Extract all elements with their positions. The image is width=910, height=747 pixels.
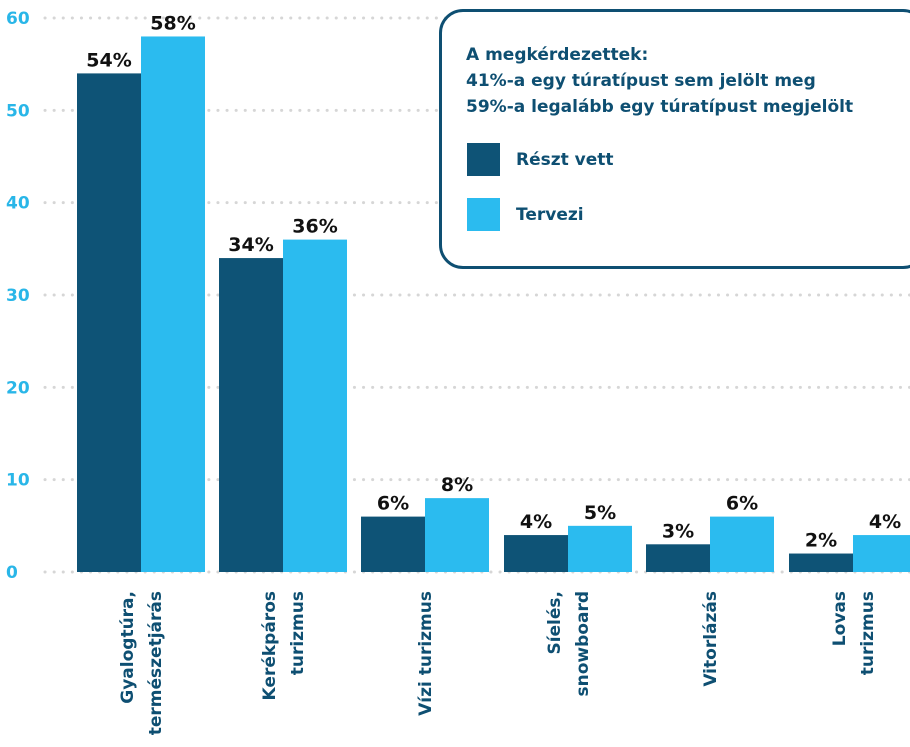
bar-reszt-vett — [789, 553, 853, 572]
bar-tervezi — [853, 535, 910, 572]
data-label: 36% — [292, 216, 337, 238]
data-label: 3% — [662, 520, 694, 542]
y-tick-label: 50 — [6, 101, 30, 121]
data-label: 58% — [150, 12, 195, 34]
data-label: 4% — [520, 511, 552, 533]
x-category-label: Kerékpáros — [260, 591, 280, 700]
y-tick-label: 0 — [6, 563, 18, 583]
bar-reszt-vett — [646, 544, 710, 572]
data-label: 8% — [441, 474, 473, 496]
legend-box — [439, 9, 910, 269]
bar-reszt-vett — [361, 516, 425, 572]
x-category-label: Síelés, — [545, 591, 565, 655]
x-category-label: Gyalogtúra, — [118, 591, 138, 704]
x-category-label: turizmus — [288, 591, 308, 675]
x-category-label: természetjárás — [146, 591, 166, 735]
y-tick-label: 20 — [6, 378, 30, 398]
legend-item-tervezi: Tervezi — [467, 198, 584, 231]
bar-tervezi — [425, 498, 489, 572]
data-label: 6% — [377, 493, 409, 515]
legend-title-line: 41%-a egy túratípust sem jelölt meg — [466, 71, 816, 91]
data-label: 5% — [584, 502, 616, 524]
legend-label-reszt-vett: Részt vett — [516, 149, 614, 170]
data-label: 34% — [228, 234, 273, 256]
x-category-label: Lovas — [830, 591, 850, 646]
bar-tervezi — [141, 36, 205, 572]
legend-label-tervezi: Tervezi — [516, 204, 584, 225]
bar-tervezi — [568, 525, 632, 572]
bar-reszt-vett — [219, 258, 283, 572]
data-label: 6% — [726, 493, 758, 515]
y-tick-label: 10 — [6, 471, 30, 491]
bar-reszt-vett — [504, 535, 568, 572]
legend-swatch-tervezi — [467, 198, 500, 231]
data-label: 2% — [805, 530, 837, 552]
legend-title-line: 59%-a legalább egy túratípust megjelölt — [466, 97, 854, 117]
data-label: 54% — [86, 49, 131, 71]
x-category-label: Vízi turizmus — [416, 591, 436, 716]
legend-title-line: A megkérdezettek: — [466, 45, 649, 65]
y-tick-label: 30 — [6, 286, 30, 306]
bar-tervezi — [283, 239, 347, 572]
y-tick-label: 40 — [6, 194, 30, 214]
legend-swatch-reszt-vett — [467, 143, 500, 176]
data-label: 4% — [869, 511, 901, 533]
x-category-label: snowboard — [573, 591, 593, 696]
bar-tervezi — [710, 516, 774, 572]
legend-item-reszt-vett: Részt vett — [467, 143, 614, 176]
x-category-label: turizmus — [858, 591, 878, 675]
legend-title: A megkérdezettek: 41%-a egy túratípust s… — [466, 42, 853, 120]
x-category-label: Vitorlázás — [701, 591, 721, 687]
bar-reszt-vett — [77, 73, 141, 573]
y-tick-label: 60 — [6, 9, 30, 29]
